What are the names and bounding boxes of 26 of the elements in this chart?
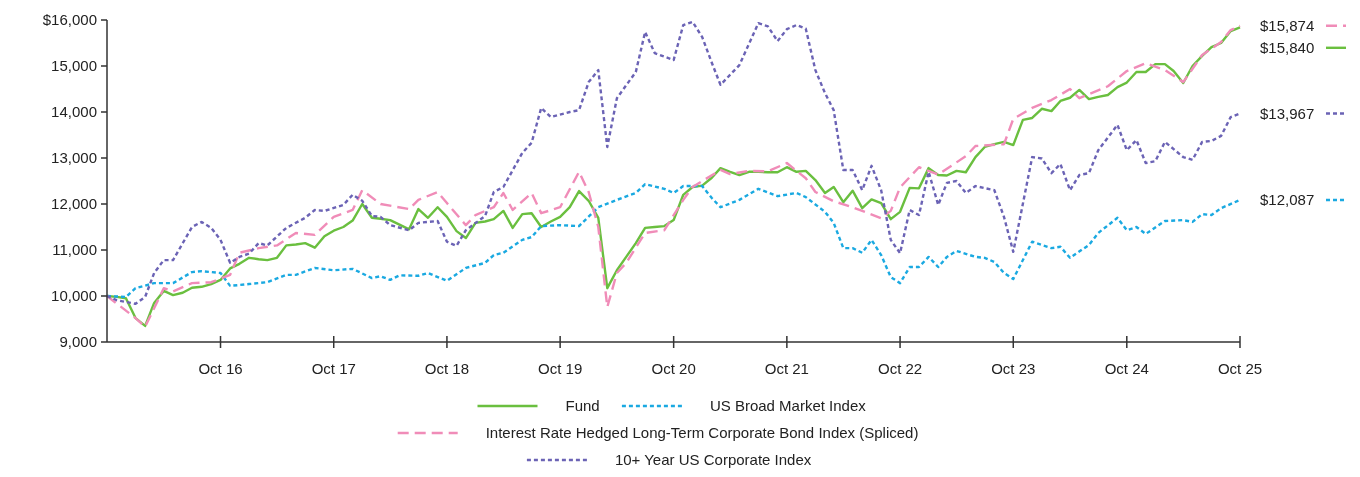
y-tick-label: 9,000	[59, 333, 97, 351]
legend-label: 10+ Year US Corporate Index	[614, 451, 812, 469]
x-tick-label: Oct 24	[1104, 360, 1149, 377]
legend-label: Interest Rate Hedged Long-Term Corporate Bond Index (Spliced)	[485, 424, 919, 442]
y-tick-label: 10,000	[51, 287, 97, 305]
x-tick-label: Oct 22	[877, 360, 923, 377]
data-label: $15,840	[1260, 39, 1315, 57]
data-label: $13,967	[1260, 104, 1315, 122]
data-label: $15,874	[1260, 17, 1315, 35]
x-tick-label: Oct 23	[991, 360, 1036, 377]
x-tick-label: Oct 21	[764, 360, 809, 377]
x-tick-label: Oct 20	[651, 360, 696, 377]
x-tick-label: Oct 17	[311, 360, 356, 377]
x-tick-label: Oct 19	[538, 360, 583, 377]
y-tick-label: 13,000	[51, 149, 97, 167]
y-tick-label: 11,000	[52, 241, 97, 259]
x-tick-label: Oct 25	[1217, 360, 1263, 377]
y-tick-label: 12,000	[51, 195, 97, 213]
x-tick-label: Oct 16	[198, 360, 243, 377]
data-label: $12,087	[1260, 191, 1315, 209]
y-tick-label: 14,000	[51, 103, 97, 121]
legend-label: US Broad Market Index	[709, 397, 867, 415]
y-tick-label: 15,000	[51, 57, 97, 75]
x-tick-label: Oct 18	[424, 360, 470, 377]
y-tick-label: $16,000	[42, 11, 97, 29]
legend-label: Fund	[565, 397, 600, 415]
